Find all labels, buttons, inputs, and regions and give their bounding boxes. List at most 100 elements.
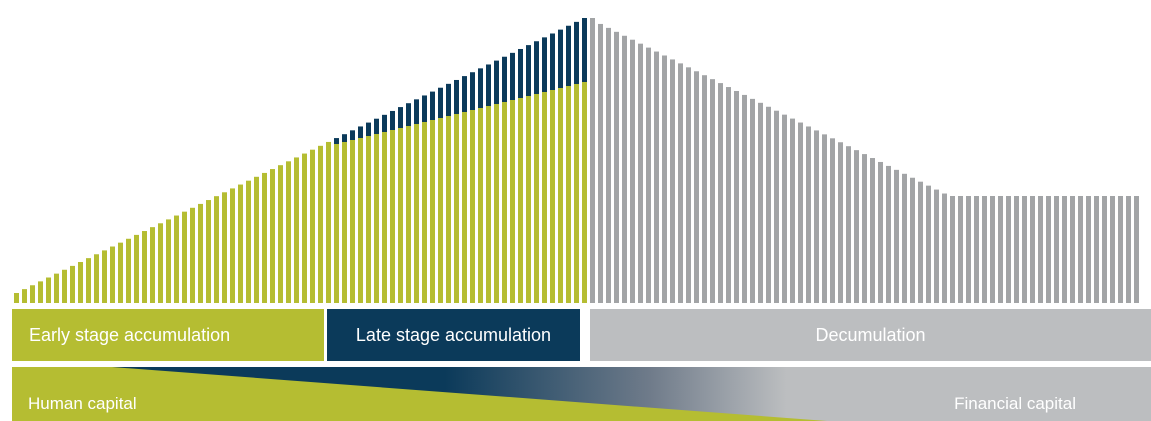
accumulation-bar	[38, 281, 43, 303]
decumulation-bar	[726, 87, 731, 303]
accumulation-bar	[398, 128, 403, 303]
accumulation-bar	[414, 124, 419, 303]
late-stage-bar	[374, 118, 379, 134]
accumulation-bar	[238, 184, 243, 303]
accumulation-bar	[326, 141, 331, 303]
late-stage-bar	[510, 52, 515, 100]
accumulation-bar	[526, 96, 531, 303]
late-stage-bar	[574, 21, 579, 85]
decumulation-bar	[990, 196, 995, 303]
accumulation-bar	[366, 136, 371, 303]
accumulation-bar	[30, 285, 35, 303]
late-stage-bar	[446, 83, 451, 116]
capital-gradient-graphic	[12, 367, 1151, 421]
accumulation-bar	[390, 130, 395, 303]
late-stage-bar	[334, 138, 339, 144]
accumulation-bar	[566, 86, 571, 303]
accumulation-bar	[486, 106, 491, 303]
late-stage-bar	[542, 37, 547, 92]
financial-capital-label: Financial capital	[954, 394, 1076, 413]
accumulation-bar	[518, 98, 523, 303]
accumulation-bar	[94, 254, 99, 303]
decumulation-bar	[1070, 196, 1075, 303]
decumulation-bar	[1014, 196, 1019, 303]
stage-decumulation: Decumulation	[590, 309, 1151, 361]
accumulation-bar	[54, 273, 59, 303]
accumulation-bar	[110, 246, 115, 303]
decumulation-bar	[814, 130, 819, 303]
accumulation-bar	[542, 92, 547, 303]
accumulation-bar	[86, 258, 91, 303]
accumulation-bar	[470, 110, 475, 303]
accumulation-bar	[150, 227, 155, 303]
accumulation-bar	[182, 211, 187, 303]
decumulation-bar	[766, 106, 771, 304]
accumulation-bar	[262, 172, 267, 303]
late-stage-bar	[478, 68, 483, 108]
decumulation-bar	[1078, 196, 1083, 303]
decumulation-bar	[662, 55, 667, 304]
late-stage-bar	[550, 33, 555, 90]
decumulation-bar	[822, 134, 827, 303]
late-stage-bar	[398, 107, 403, 128]
accumulation-bar	[478, 108, 483, 303]
decumulation-bar	[998, 196, 1003, 303]
decumulation-bar	[1062, 196, 1067, 303]
decumulation-bar	[750, 98, 755, 304]
decumulation-bar	[982, 196, 987, 303]
accumulation-bar	[318, 145, 323, 303]
decumulation-bar	[734, 90, 739, 303]
accumulation-bar	[158, 223, 163, 303]
late-stage-bar	[382, 114, 387, 132]
decumulation-bar	[758, 102, 763, 304]
decumulation-bar	[830, 138, 835, 303]
accumulation-bar	[222, 192, 227, 303]
accumulation-bar	[254, 176, 259, 303]
accumulation-bar	[358, 138, 363, 303]
decumulation-bar	[710, 79, 715, 303]
accumulation-bar	[62, 269, 67, 303]
accumulation-bar	[582, 82, 587, 303]
decumulation-bar	[878, 161, 883, 303]
decumulation-bar	[630, 39, 635, 303]
decumulation-bar	[774, 110, 779, 303]
accumulation-bar	[142, 231, 147, 303]
decumulation-bar	[622, 35, 627, 303]
decumulation-bar	[894, 169, 899, 303]
decumulation-bar	[1126, 196, 1131, 303]
decumulation-bar	[918, 181, 923, 303]
late-stage-bar	[526, 45, 531, 96]
decumulation-bar	[742, 94, 747, 303]
decumulation-bar	[1134, 196, 1139, 303]
accumulation-bar	[78, 262, 83, 303]
accumulation-bar	[342, 142, 347, 303]
decumulation-bar	[678, 63, 683, 304]
late-stage-bar	[358, 126, 363, 138]
accumulation-bar	[502, 102, 507, 303]
decumulation-bar	[806, 126, 811, 303]
late-stage-bar	[350, 130, 355, 140]
late-stage-bar	[462, 76, 467, 112]
decumulation-bar	[966, 196, 971, 303]
late-stage-bar	[502, 56, 507, 102]
accumulation-bar	[278, 165, 283, 303]
decumulation-bar	[1030, 196, 1035, 303]
accumulation-bar	[334, 144, 339, 303]
decumulation-bar	[1054, 196, 1059, 303]
stage-late-label: Late stage accumulation	[355, 324, 552, 345]
decumulation-bar	[646, 47, 651, 303]
accumulation-bar	[246, 180, 251, 303]
accumulation-bar	[206, 200, 211, 303]
decumulation-bar	[670, 59, 675, 304]
late-stage-bar	[470, 72, 475, 110]
late-stage-bar	[494, 60, 499, 104]
accumulation-bar	[270, 169, 275, 303]
accumulation-bar	[454, 114, 459, 303]
late-stage-bar	[422, 95, 427, 122]
late-stage-bar	[414, 99, 419, 124]
accumulation-bar	[190, 207, 195, 303]
accumulation-bar	[174, 215, 179, 303]
decumulation-bar	[942, 193, 947, 303]
late-stage-bar	[406, 103, 411, 126]
accumulation-bar	[406, 126, 411, 303]
